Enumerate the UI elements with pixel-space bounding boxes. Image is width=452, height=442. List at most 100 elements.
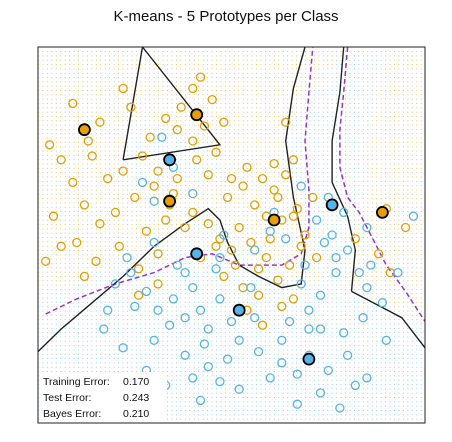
grid-dot	[242, 237, 244, 238]
grid-dot	[269, 180, 271, 182]
grid-dot	[64, 323, 66, 325]
grid-dot	[238, 401, 240, 403]
grid-dot	[64, 98, 66, 100]
grid-dot	[251, 401, 253, 403]
grid-dot	[282, 314, 284, 316]
grid-dot	[278, 371, 280, 372]
grid-dot	[87, 327, 88, 329]
grid-dot	[224, 211, 226, 212]
grid-dot	[202, 263, 204, 264]
grid-dot	[55, 172, 57, 174]
grid-dot	[60, 120, 62, 122]
grid-dot	[273, 228, 275, 230]
grid-dot	[260, 141, 262, 143]
grid-dot	[140, 111, 142, 113]
grid-dot	[135, 98, 137, 100]
grid-dot	[140, 314, 142, 316]
grid-dot	[180, 224, 182, 225]
grid-dot	[91, 51, 93, 52]
grid-dot	[122, 237, 124, 238]
grid-dot	[135, 167, 137, 169]
grid-dot	[171, 193, 173, 195]
grid-dot	[55, 310, 57, 312]
grid-dot	[135, 68, 137, 70]
grid-dot	[64, 306, 66, 308]
grid-dot	[260, 167, 262, 169]
grid-dot	[95, 98, 97, 100]
grid-dot	[176, 410, 177, 411]
grid-dot	[162, 258, 164, 260]
grid-dot	[265, 215, 266, 217]
grid-dot	[189, 129, 191, 130]
grid-dot	[269, 250, 271, 251]
grid-dot	[260, 405, 262, 407]
grid-dot	[140, 146, 142, 148]
grid-dot	[87, 103, 88, 104]
grid-dot	[109, 353, 111, 355]
grid-dot	[127, 224, 128, 225]
grid-dot	[260, 129, 262, 130]
grid-dot	[167, 293, 168, 295]
grid-dot	[260, 68, 262, 70]
grid-dot	[162, 267, 164, 269]
grid-dot	[51, 206, 53, 208]
grid-dot	[153, 349, 155, 351]
grid-dot	[140, 90, 142, 91]
grid-dot	[60, 90, 62, 91]
grid-dot	[189, 258, 191, 260]
grid-dot	[64, 51, 66, 52]
grid-dot	[82, 284, 84, 286]
grid-dot	[73, 141, 75, 143]
grid-dot	[144, 124, 146, 126]
grid-dot	[95, 206, 97, 208]
grid-dot	[95, 340, 97, 342]
grid-dot	[198, 64, 200, 65]
grid-dot	[189, 206, 191, 208]
grid-dot	[273, 284, 275, 286]
grid-dot	[251, 375, 253, 377]
grid-dot	[104, 232, 106, 234]
grid-dot	[211, 129, 213, 130]
grid-dot	[82, 85, 84, 87]
grid-dot	[104, 297, 106, 299]
grid-dot	[220, 340, 222, 342]
grid-dot	[184, 94, 186, 96]
grid-dot	[193, 159, 195, 161]
grid-dot	[233, 358, 235, 359]
grid-dot	[193, 388, 195, 390]
grid-dot	[46, 103, 48, 104]
grid-dot	[193, 345, 195, 347]
grid-dot	[233, 150, 235, 152]
grid-dot	[42, 241, 44, 243]
grid-dot	[46, 141, 48, 143]
grid-dot	[193, 280, 195, 282]
grid-dot	[69, 172, 71, 174]
grid-dot	[91, 345, 93, 347]
grid-dot	[220, 189, 222, 191]
grid-dot	[269, 72, 271, 74]
grid-dot	[184, 362, 186, 364]
grid-dot	[162, 245, 164, 247]
grid-dot	[202, 293, 204, 295]
grid-dot	[171, 107, 173, 109]
grid-dot	[247, 323, 249, 325]
grid-dot	[135, 254, 137, 256]
grid-dot	[42, 120, 44, 122]
grid-dot	[78, 90, 79, 91]
grid-dot	[233, 159, 235, 161]
grid-dot	[184, 336, 186, 338]
grid-dot	[256, 332, 257, 334]
grid-dot	[153, 167, 155, 169]
grid-dot	[60, 224, 62, 225]
grid-dot	[127, 267, 128, 269]
grid-dot	[158, 159, 160, 161]
grid-dot	[189, 254, 191, 256]
grid-dot	[220, 388, 222, 390]
grid-dot	[140, 245, 142, 247]
grid-dot	[273, 405, 275, 407]
grid-dot	[238, 163, 240, 165]
grid-dot	[269, 55, 271, 57]
grid-dot	[55, 362, 57, 364]
grid-dot	[256, 150, 257, 152]
grid-dot	[198, 55, 200, 57]
